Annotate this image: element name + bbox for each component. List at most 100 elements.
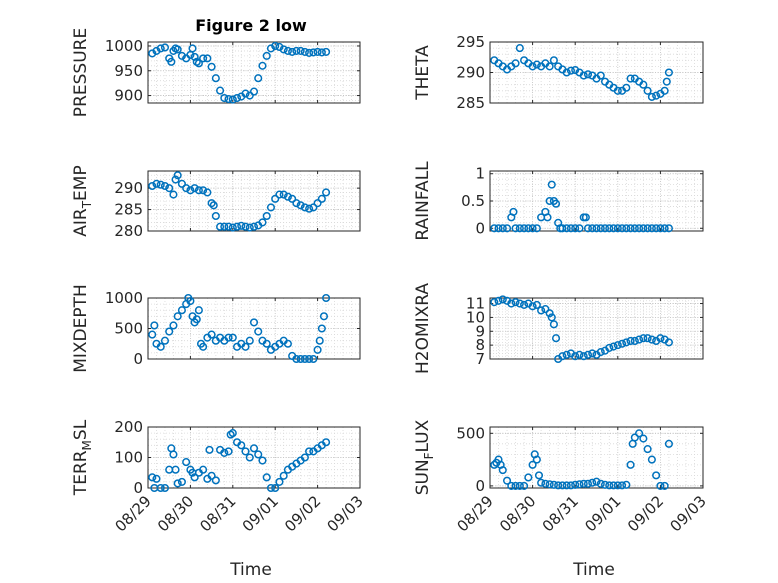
data-point: [571, 352, 580, 361]
data-point: [254, 74, 263, 83]
data-point: [309, 48, 318, 57]
data-point: [532, 455, 541, 464]
data-point: [271, 483, 280, 493]
data-point: [173, 171, 182, 180]
data-point: [545, 62, 554, 71]
data-point: [182, 184, 191, 193]
data-point: [630, 336, 639, 346]
data-point: [498, 224, 507, 233]
data-point: [203, 54, 212, 63]
data-point: [305, 447, 314, 456]
data-point: [216, 222, 225, 231]
data-point: [156, 44, 165, 53]
data-point: [173, 312, 182, 321]
data-point: [237, 221, 246, 230]
data-point: [203, 188, 212, 197]
x-tick-label: 09/01: [239, 492, 282, 535]
data-point: [296, 354, 305, 364]
data-point: [207, 471, 216, 480]
data-point: [554, 481, 563, 490]
y-tick-label: 950: [114, 62, 143, 80]
data-point: [664, 68, 673, 77]
y-tick-label: 10: [466, 308, 485, 326]
data-point: [199, 342, 208, 351]
data-point: [156, 180, 165, 189]
y-axis-label: MIXDEPTH: [71, 284, 91, 373]
data-point: [605, 481, 614, 490]
data-point: [643, 445, 652, 454]
y-tick-label: 0: [475, 477, 485, 495]
y-tick-label: 0: [133, 479, 143, 497]
data-point: [647, 335, 656, 344]
data-point: [152, 179, 161, 188]
data-point: [292, 354, 301, 364]
data-point: [209, 201, 218, 210]
panel-1: 900 950 1000 PRESSURE: [71, 28, 361, 117]
data-point: [588, 349, 597, 358]
data-point: [494, 296, 503, 305]
data-point: [652, 91, 661, 100]
panel-5: 0 500 1000 MIXDEPTH: [71, 284, 361, 373]
y-tick-label: 290: [114, 179, 143, 197]
data-point: [258, 218, 267, 227]
data-point: [245, 91, 254, 100]
y-tick-label: 285: [456, 94, 485, 112]
panel-4: 0 0.5 1 RAINFALL: [413, 161, 704, 241]
data-point: [249, 444, 259, 453]
data-point: [558, 481, 567, 490]
data-point: [192, 315, 201, 324]
data-point: [656, 224, 665, 233]
data-point: [537, 306, 546, 315]
y-tick-label: 100: [114, 449, 143, 467]
data-point: [639, 334, 648, 343]
data-point: [551, 199, 561, 208]
data-point: [211, 476, 220, 485]
data-point: [566, 224, 575, 233]
data-point: [622, 480, 631, 489]
data-point: [528, 460, 537, 469]
data-point: [156, 483, 165, 493]
data-point: [319, 312, 329, 321]
data-point: [169, 190, 178, 199]
data-point: [182, 458, 191, 467]
data-point: [205, 445, 214, 454]
data-point: [322, 293, 331, 303]
y-axis-label: THETA: [413, 45, 433, 101]
data-point: [605, 343, 614, 352]
data-point: [507, 481, 516, 490]
data-point: [588, 478, 597, 487]
data-point: [660, 481, 669, 490]
data-point: [515, 299, 524, 308]
data-point: [511, 59, 520, 68]
data-point: [171, 465, 180, 474]
data-point: [254, 327, 263, 336]
y-axis-label: RAINFALL: [413, 161, 433, 241]
data-point: [626, 460, 635, 469]
data-point: [498, 466, 507, 475]
y-tick-label: 9: [475, 322, 485, 340]
data-point: [502, 224, 512, 233]
y-tick-label: 8: [475, 336, 485, 354]
data-point: [613, 224, 622, 233]
data-point: [605, 224, 614, 233]
data-point: [194, 186, 203, 195]
data-point: [660, 224, 669, 233]
axes-box: [147, 41, 361, 104]
data-point: [494, 224, 503, 233]
data-point: [549, 56, 558, 65]
data-point: [262, 211, 271, 221]
data-point: [579, 71, 588, 80]
data-point: [220, 448, 229, 457]
data-point: [322, 188, 331, 197]
data-point: [228, 95, 237, 104]
panel-2: 285 290 295 THETA: [413, 33, 704, 112]
data-point: [173, 479, 182, 488]
data-point: [532, 300, 541, 309]
data-point: [216, 86, 225, 95]
data-point: [622, 83, 631, 92]
data-point: [283, 192, 292, 201]
data-point: [148, 330, 157, 339]
data-point: [635, 335, 644, 344]
data-point: [232, 93, 242, 103]
data-point: [524, 224, 533, 233]
